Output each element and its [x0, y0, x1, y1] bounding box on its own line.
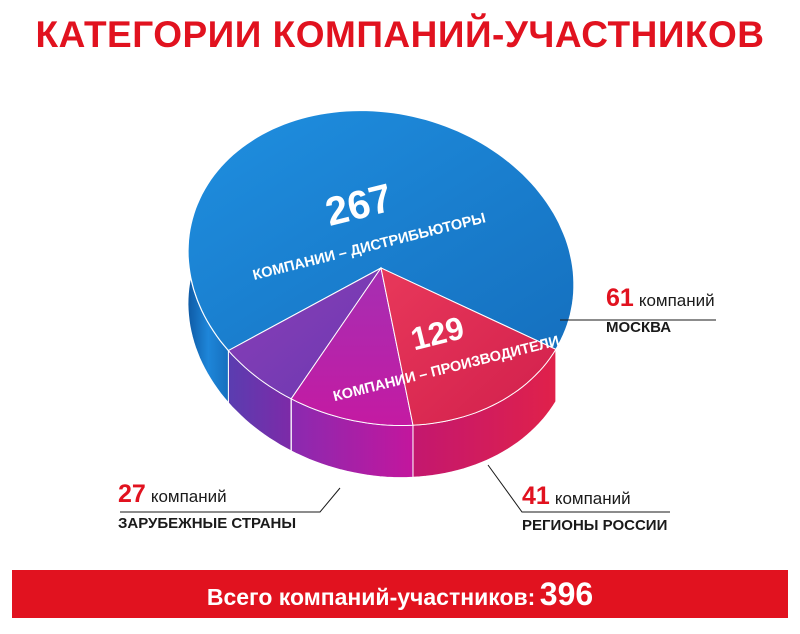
- slice-distributors: [187, 109, 575, 352]
- slice-зарубежные-страны: [227, 267, 382, 400]
- callout-value: 27 компаний: [118, 480, 227, 508]
- callout-зарубежные-страны: 27 компаний ЗАРУБЕЖНЫЕ СТРАНЫ: [118, 480, 341, 532]
- callout-name: МОСКВА: [606, 319, 671, 336]
- callout-value: 61 компаний: [606, 284, 715, 312]
- callout-leader-line: [120, 487, 341, 513]
- callout-регионы-россии: 41 компаний РЕГИОНЫ РОССИИ: [487, 464, 670, 534]
- slice-москва: [380, 267, 557, 426]
- chart-title: КАТЕГОРИИ КОМПАНИЙ-УЧАСТНИКОВ: [35, 14, 765, 55]
- callout-leader-line: [487, 464, 670, 513]
- total-label: Всего компаний-участников:: [206, 584, 536, 610]
- total-value: 396: [539, 576, 594, 612]
- callout-value: 41 компаний: [522, 482, 631, 510]
- callout-name: ЗАРУБЕЖНЫЕ СТРАНЫ: [118, 515, 296, 532]
- callout-name: РЕГИОНЫ РОССИИ: [522, 517, 667, 534]
- callout-москва: 61 компаний МОСКВА: [560, 284, 716, 336]
- total-banner: Всего компаний-участников: 396: [12, 570, 788, 618]
- slice-регионы-россии: [290, 266, 414, 426]
